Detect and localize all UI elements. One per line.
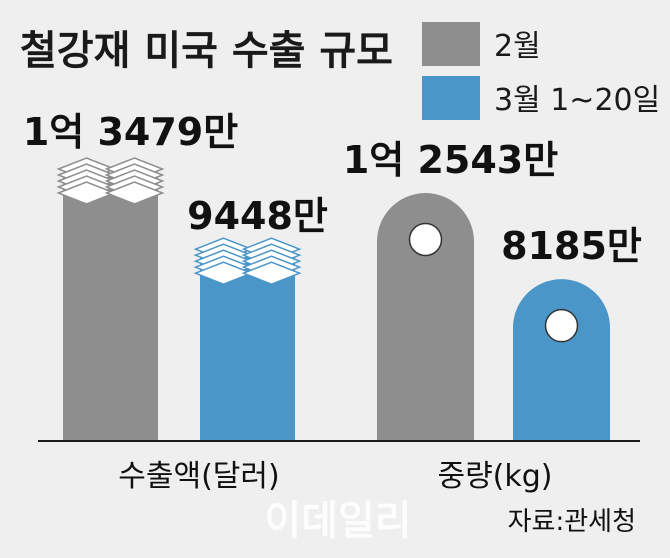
- bar-0-1: [377, 193, 474, 441]
- weight-knob-0-1: [408, 222, 443, 257]
- weight-knob-1-1: [544, 308, 579, 343]
- data-label-0-0: 1억 3479만: [23, 110, 238, 154]
- data-label-1-0: 9448만: [187, 194, 328, 238]
- money-card-0-0-1-4: [104, 181, 165, 205]
- bar-0-0: [63, 173, 158, 441]
- bar-group-0-0: [56, 157, 165, 441]
- category-label-1: 중량(kg): [437, 459, 552, 494]
- source-note: 자료:관세청: [508, 507, 636, 537]
- category-label-0: 수출액(달러): [118, 459, 279, 494]
- data-label-1-1: 8185만: [501, 224, 642, 268]
- chart-marks: 1억 3479만 1억 2543만 9448만 8185만: [23, 110, 642, 441]
- data-label-0-1: 1억 2543만: [343, 138, 558, 182]
- bar-group-1-1: [513, 279, 610, 441]
- legend-label-0: 2월: [494, 29, 541, 64]
- watermark: 이데일리: [264, 498, 411, 544]
- money-card-1-0-1-4: [241, 261, 302, 285]
- legend-swatch-0: [422, 22, 480, 66]
- legend: 2월 3월 1~20일: [422, 22, 660, 120]
- bar-1-0: [200, 253, 295, 441]
- chart-title: 철강재 미국 수출 규모: [20, 28, 393, 74]
- bar-1-1: [513, 279, 610, 441]
- bar-group-1-0: [193, 237, 302, 441]
- bar-group-0-1: [377, 193, 474, 441]
- legend-label-1: 3월 1~20일: [494, 83, 660, 118]
- legend-swatch-1: [422, 76, 480, 120]
